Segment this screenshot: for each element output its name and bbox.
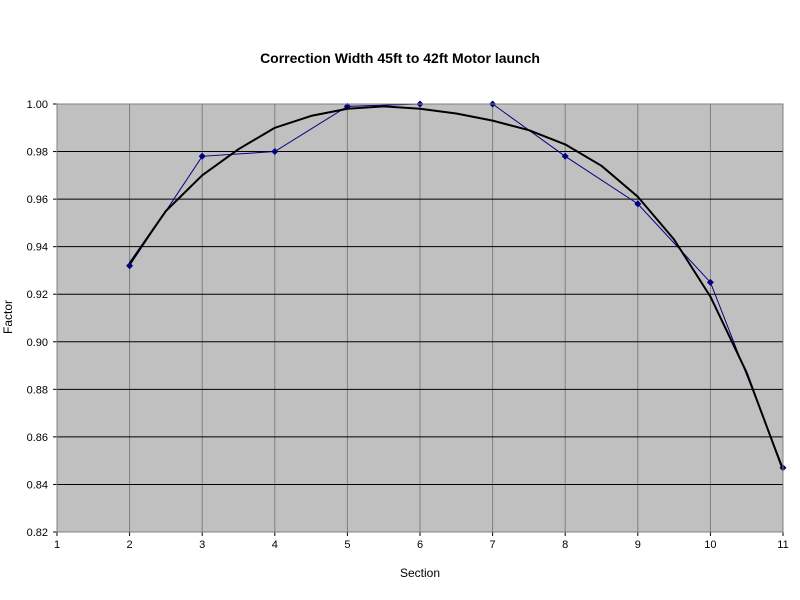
y-axis-label: Factor (1, 300, 15, 335)
x-tick-label: 5 (344, 539, 350, 551)
x-tick-label: 7 (490, 539, 496, 551)
data-point (198, 152, 206, 160)
y-tick-label: 1.00 (27, 99, 48, 111)
y-tick-label: 0.92 (27, 289, 48, 301)
tick-labels: 1 2 3 4 5 6 7 8 9 10 11 0.82 0.84 0.86 0.88 0.90 0.92 0.9… (27, 99, 789, 551)
data-point (126, 262, 134, 270)
x-tick-label: 10 (704, 539, 716, 551)
y-tick-label: 0.84 (27, 479, 48, 491)
x-tick-label: 6 (417, 539, 423, 551)
y-tick-label: 0.94 (27, 242, 48, 254)
data-point (561, 152, 569, 160)
y-tick-label: 0.82 (27, 527, 48, 539)
x-tick-label: 3 (199, 539, 205, 551)
x-axis-label: Section (399, 566, 441, 580)
x-tick-label: 8 (562, 539, 568, 551)
x-tick-label: 4 (272, 539, 278, 551)
y-tick-label: 0.86 (27, 432, 48, 444)
x-tick-label: 2 (127, 539, 133, 551)
trendline (128, 105, 784, 471)
y-tick-label: 0.96 (27, 194, 48, 206)
x-tick-label: 1 (54, 539, 60, 551)
data-point (706, 278, 714, 286)
data-point (634, 200, 642, 208)
x-tick-label: 11 (777, 539, 788, 551)
data-point (271, 148, 279, 156)
y-tick-label: 0.88 (27, 384, 48, 396)
x-tick-label: 9 (635, 539, 641, 551)
y-tick-label: 0.98 (27, 147, 48, 159)
y-tick-label: 0.90 (27, 337, 48, 349)
plot-border (56, 103, 784, 533)
chart-title: Correction Width 45ft to 42ft Motor laun… (260, 50, 540, 66)
